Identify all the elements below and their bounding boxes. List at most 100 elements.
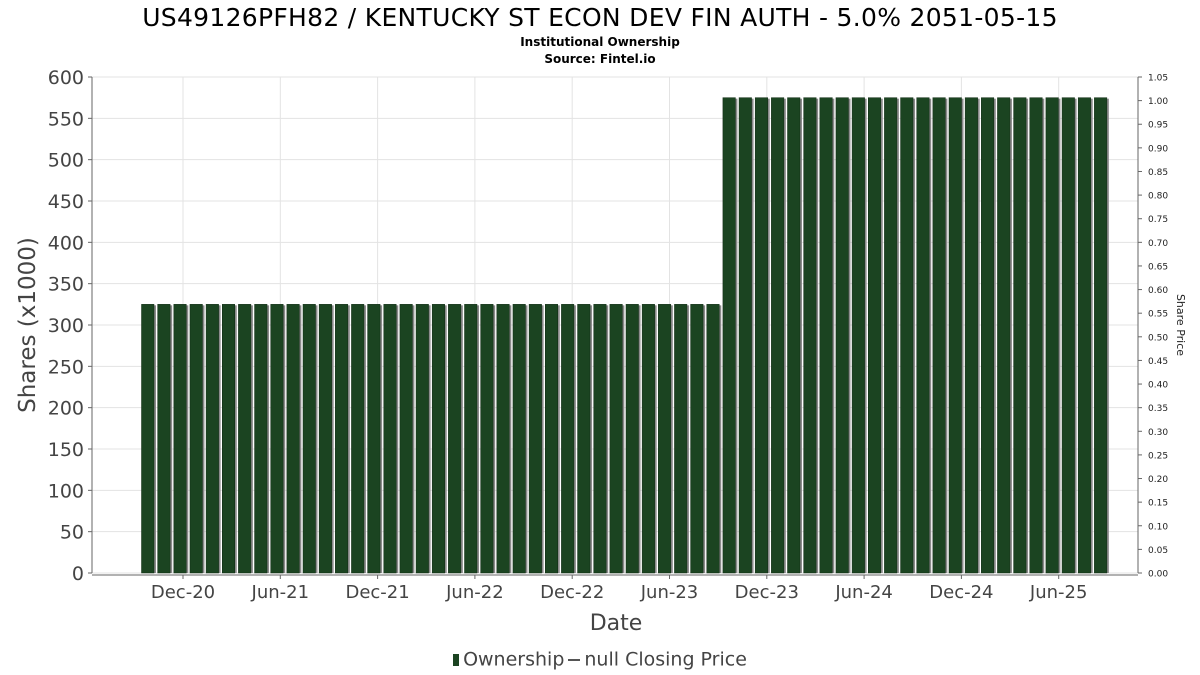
y2-tick-label: 0.40: [1148, 381, 1168, 391]
x-tick-label: Jun-25: [1029, 582, 1088, 603]
ownership-bar: [1077, 97, 1091, 574]
ownership-bar: [512, 304, 526, 574]
y2-tick-label: 0.05: [1148, 546, 1168, 556]
ownership-bar: [1061, 97, 1075, 574]
y-tick-label: 500: [48, 150, 84, 172]
ownership-bar: [738, 97, 752, 574]
ownership-bar: [335, 304, 349, 574]
legend: Ownership null Closing Price: [0, 648, 1200, 671]
ownership-bar: [415, 304, 429, 574]
ownership-bar: [851, 97, 865, 574]
y-axis-label: Shares (x1000): [15, 237, 41, 413]
ownership-bar: [593, 304, 607, 574]
ownership-bar: [690, 304, 704, 574]
ownership-bar: [835, 97, 849, 574]
ownership-bar: [868, 97, 881, 574]
y2-tick-label: 0.55: [1148, 310, 1168, 320]
ownership-bar: [1013, 97, 1027, 574]
y-tick-label: 0: [72, 563, 84, 585]
ownership-bar: [964, 97, 978, 574]
ownership-bar: [1029, 97, 1043, 574]
ownership-bar: [205, 304, 219, 574]
ownership-bar: [367, 304, 381, 574]
legend-ownership: Ownership: [463, 648, 565, 671]
ownership-bar: [884, 97, 898, 574]
y2-tick-label: 1.00: [1148, 97, 1168, 107]
closing-price-legend-line: [568, 658, 581, 661]
ownership-bar: [1045, 97, 1059, 574]
y2-axis-ticks: 0.00 0.05 0.10 0.15 0.20 0.25 0.30 0.35 0.40 0.45…: [1138, 74, 1168, 580]
y2-tick-label: 0.65: [1148, 262, 1168, 272]
ownership-legend-swatch: [453, 653, 460, 666]
ownership-bar: [480, 304, 494, 574]
ownership-bar: [641, 304, 655, 574]
ownership-bar: [981, 97, 995, 574]
ownership-bar: [302, 304, 316, 574]
ownership-bar: [900, 97, 914, 574]
y2-tick-label: 1.05: [1148, 74, 1168, 84]
ownership-bar: [173, 304, 187, 574]
ownership-bar: [286, 304, 300, 574]
legend-closing-price: null Closing Price: [584, 648, 747, 671]
y-tick-label: 200: [48, 398, 84, 420]
ownership-bar: [141, 304, 155, 574]
ownership-bar: [1094, 97, 1108, 574]
y2-tick-label: 0.10: [1148, 522, 1168, 532]
ownership-bar: [431, 304, 445, 574]
ownership-bar: [674, 304, 688, 574]
ownership-bar: [577, 304, 591, 574]
y-tick-label: 350: [48, 274, 84, 296]
y2-tick-label: 0.95: [1148, 121, 1168, 131]
ownership-bar: [238, 304, 252, 574]
x-tick-label: Dec-20: [151, 582, 215, 603]
y-tick-label: 250: [48, 356, 84, 378]
ownership-bar: [932, 97, 946, 574]
ownership-bar: [383, 304, 397, 574]
y2-tick-label: 0.45: [1148, 357, 1168, 367]
y-tick-label: 400: [48, 232, 84, 254]
ownership-bar: [528, 304, 542, 574]
ownership-bar: [189, 304, 203, 574]
x-tick-label: Dec-22: [540, 582, 604, 603]
y-tick-label: 150: [48, 439, 84, 461]
x-axis-label: Date: [590, 611, 643, 636]
y2-tick-label: 0.80: [1148, 192, 1168, 202]
y-tick-label: 550: [48, 108, 84, 130]
x-tick-label: Jun-22: [445, 582, 504, 603]
ownership-bar: [464, 304, 478, 574]
bars: [141, 97, 1109, 574]
ownership-bar: [722, 97, 736, 574]
y2-tick-label: 0.60: [1148, 286, 1168, 296]
y2-tick-label: 0.20: [1148, 475, 1168, 485]
ownership-bar: [803, 97, 817, 574]
ownership-bar: [706, 304, 720, 574]
ownership-bar: [948, 97, 962, 574]
y2-tick-label: 0.50: [1148, 333, 1168, 343]
ownership-bar: [270, 304, 284, 574]
ownership-bar: [222, 304, 235, 574]
y-tick-label: 600: [48, 67, 84, 89]
ownership-bar: [157, 304, 171, 574]
ownership-bar: [318, 304, 332, 574]
y2-tick-label: 0.15: [1148, 499, 1168, 509]
ownership-bar: [819, 97, 833, 574]
y-tick-label: 300: [48, 315, 84, 337]
chart-source: Source: Fintel.io: [544, 52, 656, 66]
chart-title: US49126PFH82 / KENTUCKY ST ECON DEV FIN …: [142, 3, 1058, 32]
x-tick-label: Jun-23: [640, 582, 699, 603]
y-tick-label: 100: [48, 480, 84, 502]
ownership-bar: [658, 304, 672, 574]
y-tick-label: 50: [60, 522, 84, 544]
y2-tick-label: 0.70: [1148, 239, 1168, 249]
ownership-bar: [545, 304, 558, 574]
x-tick-label: Dec-24: [929, 582, 993, 603]
ownership-bar: [916, 97, 930, 574]
y2-tick-label: 0.90: [1148, 144, 1168, 154]
ownership-bar: [625, 304, 639, 574]
x-tick-label: Jun-21: [251, 582, 310, 603]
ownership-bar: [997, 97, 1011, 574]
y2-tick-label: 0.25: [1148, 451, 1168, 461]
ownership-bar: [771, 97, 785, 574]
y2-tick-label: 0.75: [1148, 215, 1168, 225]
